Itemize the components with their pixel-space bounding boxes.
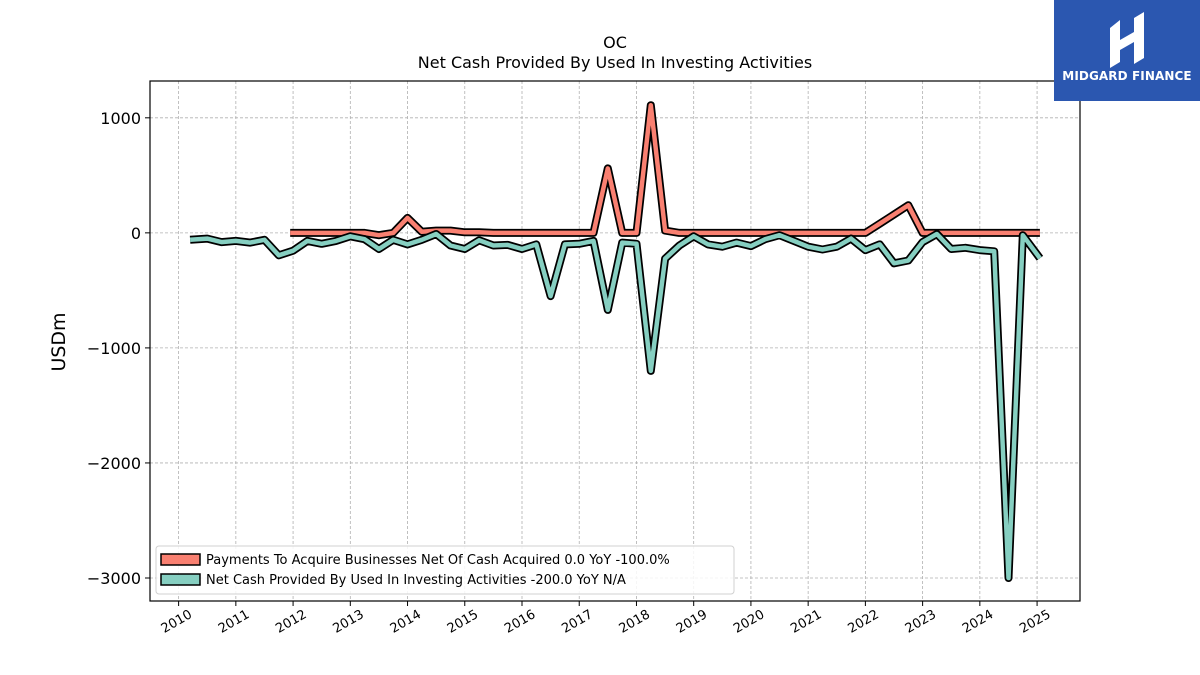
y-tick-label: −2000: [87, 454, 141, 473]
legend-swatch: [160, 553, 201, 566]
legend-swatch: [160, 573, 201, 586]
legend-box: [155, 545, 735, 595]
grid: [150, 81, 1080, 601]
legend-label: Net Cash Provided By Used In Investing A…: [206, 573, 626, 588]
x-tick-label: 2020: [731, 607, 767, 637]
x-tick-label: 2024: [960, 607, 996, 637]
chart-subtitle: Net Cash Provided By Used In Investing A…: [418, 53, 812, 72]
x-tick-label: 2015: [445, 607, 481, 637]
series-line-1: [189, 231, 1042, 581]
x-axis: 2010 2011 2012 2013 2014 2015 2016 2017 2018 2019…: [159, 601, 1053, 637]
x-tick-label: 2025: [1017, 607, 1053, 637]
y-axis: 1000 0 −1000 −2000 −3000: [87, 109, 150, 588]
plot-frame: [149, 80, 1081, 602]
series-line-0: [290, 102, 1040, 238]
x-tick-label: 2018: [617, 607, 653, 637]
y-axis-label: USDm: [48, 312, 70, 371]
brand-name: MIDGARD FINANCE: [1062, 69, 1192, 83]
series-group: [189, 101, 1044, 582]
x-tick-label: 2014: [388, 607, 424, 637]
y-tick-label: −1000: [87, 339, 141, 358]
x-tick-label: 2010: [159, 607, 195, 637]
y-tick-label: −3000: [87, 569, 141, 588]
chart-title: OC: [603, 33, 627, 52]
x-tick-label: 2021: [788, 607, 824, 637]
x-tick-label: 2022: [846, 607, 882, 637]
x-tick-label: 2013: [330, 607, 366, 637]
x-tick-label: 2019: [674, 607, 710, 637]
y-tick-label: 1000: [100, 109, 141, 128]
legend-label: Payments To Acquire Businesses Net Of Ca…: [206, 553, 670, 568]
x-tick-label: 2011: [216, 607, 252, 637]
midgard-logo-icon: [1110, 12, 1144, 68]
legend: Payments To Acquire Businesses Net Of Ca…: [155, 545, 735, 595]
x-tick-label: 2016: [502, 607, 538, 637]
x-tick-label: 2012: [273, 607, 309, 637]
x-tick-label: 2017: [559, 607, 595, 637]
y-tick-label: 0: [131, 224, 141, 243]
x-tick-label: 2023: [903, 607, 939, 637]
brand-logo: MIDGARD FINANCE: [1054, 0, 1200, 101]
